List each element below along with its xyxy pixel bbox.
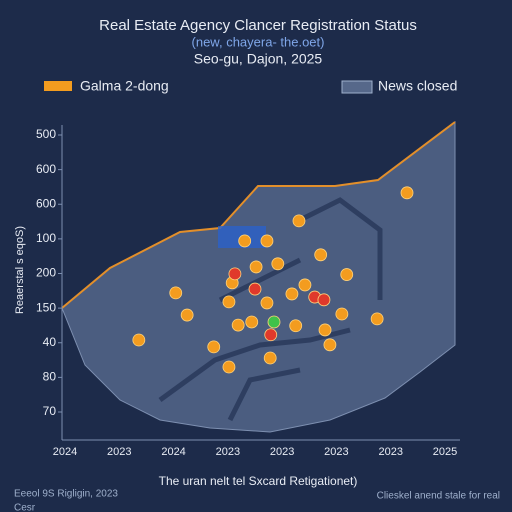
- legend-label: News closed: [378, 78, 457, 94]
- chart-title: Real Estate Agency Clancer Registration …: [99, 17, 417, 34]
- y-axis-label: Reaerstal s eqoS): [14, 226, 26, 314]
- y-tick-label: 100: [36, 231, 56, 245]
- x-tick-label: 2023: [378, 446, 402, 458]
- x-tick-label: 2024: [161, 446, 185, 458]
- x-tick-label: 2023: [324, 446, 348, 458]
- point: [245, 315, 259, 329]
- legend-label: Galma 2-dong: [80, 78, 169, 94]
- point: [207, 340, 221, 354]
- point: [264, 328, 278, 342]
- y-tick-label: 150: [36, 300, 56, 314]
- point: [260, 296, 274, 310]
- y-tick-label: 600: [36, 162, 56, 176]
- map-outline: [61, 121, 456, 309]
- point: [180, 308, 194, 322]
- y-tick-label: 500: [36, 127, 56, 141]
- y-tick-label: 70: [43, 404, 57, 418]
- point: [318, 323, 332, 337]
- point: [317, 293, 331, 307]
- point: [248, 282, 262, 296]
- x-tick-label: 2023: [216, 446, 240, 458]
- y-tick-label: 600: [36, 196, 56, 210]
- point: [400, 186, 414, 200]
- point: [132, 333, 146, 347]
- point: [292, 214, 306, 228]
- y-tick-label: 200: [36, 266, 56, 280]
- point: [222, 295, 236, 309]
- point: [228, 267, 242, 281]
- point: [267, 315, 281, 329]
- point: [298, 278, 312, 292]
- point: [289, 319, 303, 333]
- point: [169, 286, 183, 300]
- x-tick-label: 2023: [270, 446, 294, 458]
- point: [335, 307, 349, 321]
- point: [263, 351, 277, 365]
- footer-text: Eeeol 9S Rigligin, 2023: [14, 489, 118, 500]
- point: [249, 260, 263, 274]
- point: [285, 287, 299, 301]
- point: [314, 248, 328, 262]
- legend-swatch: [44, 81, 72, 91]
- point: [222, 360, 236, 374]
- point: [370, 312, 384, 326]
- point: [271, 257, 285, 271]
- x-tick-label: 2023: [107, 446, 131, 458]
- location: Seo-gu, Dajon, 2025: [194, 51, 323, 67]
- y-tick-label: 80: [43, 370, 57, 384]
- roads: [158, 197, 383, 422]
- point: [260, 234, 274, 248]
- point: [238, 234, 252, 248]
- footer-text: Clieskel anend stale for real: [377, 491, 500, 502]
- x-tick-label: 2024: [53, 446, 77, 458]
- point: [340, 268, 354, 281]
- y-tick-label: 40: [43, 335, 57, 349]
- point: [323, 338, 337, 352]
- x-axis-label: The uran nelt tel Sxcard Retigationet): [159, 474, 358, 488]
- legend-swatch: [341, 80, 373, 94]
- x-tick-label: 2025: [433, 446, 457, 458]
- point: [231, 318, 245, 332]
- chart-subtitle: (new, chayera- the.oet): [192, 34, 325, 49]
- footer-text: Cesr: [14, 503, 36, 512]
